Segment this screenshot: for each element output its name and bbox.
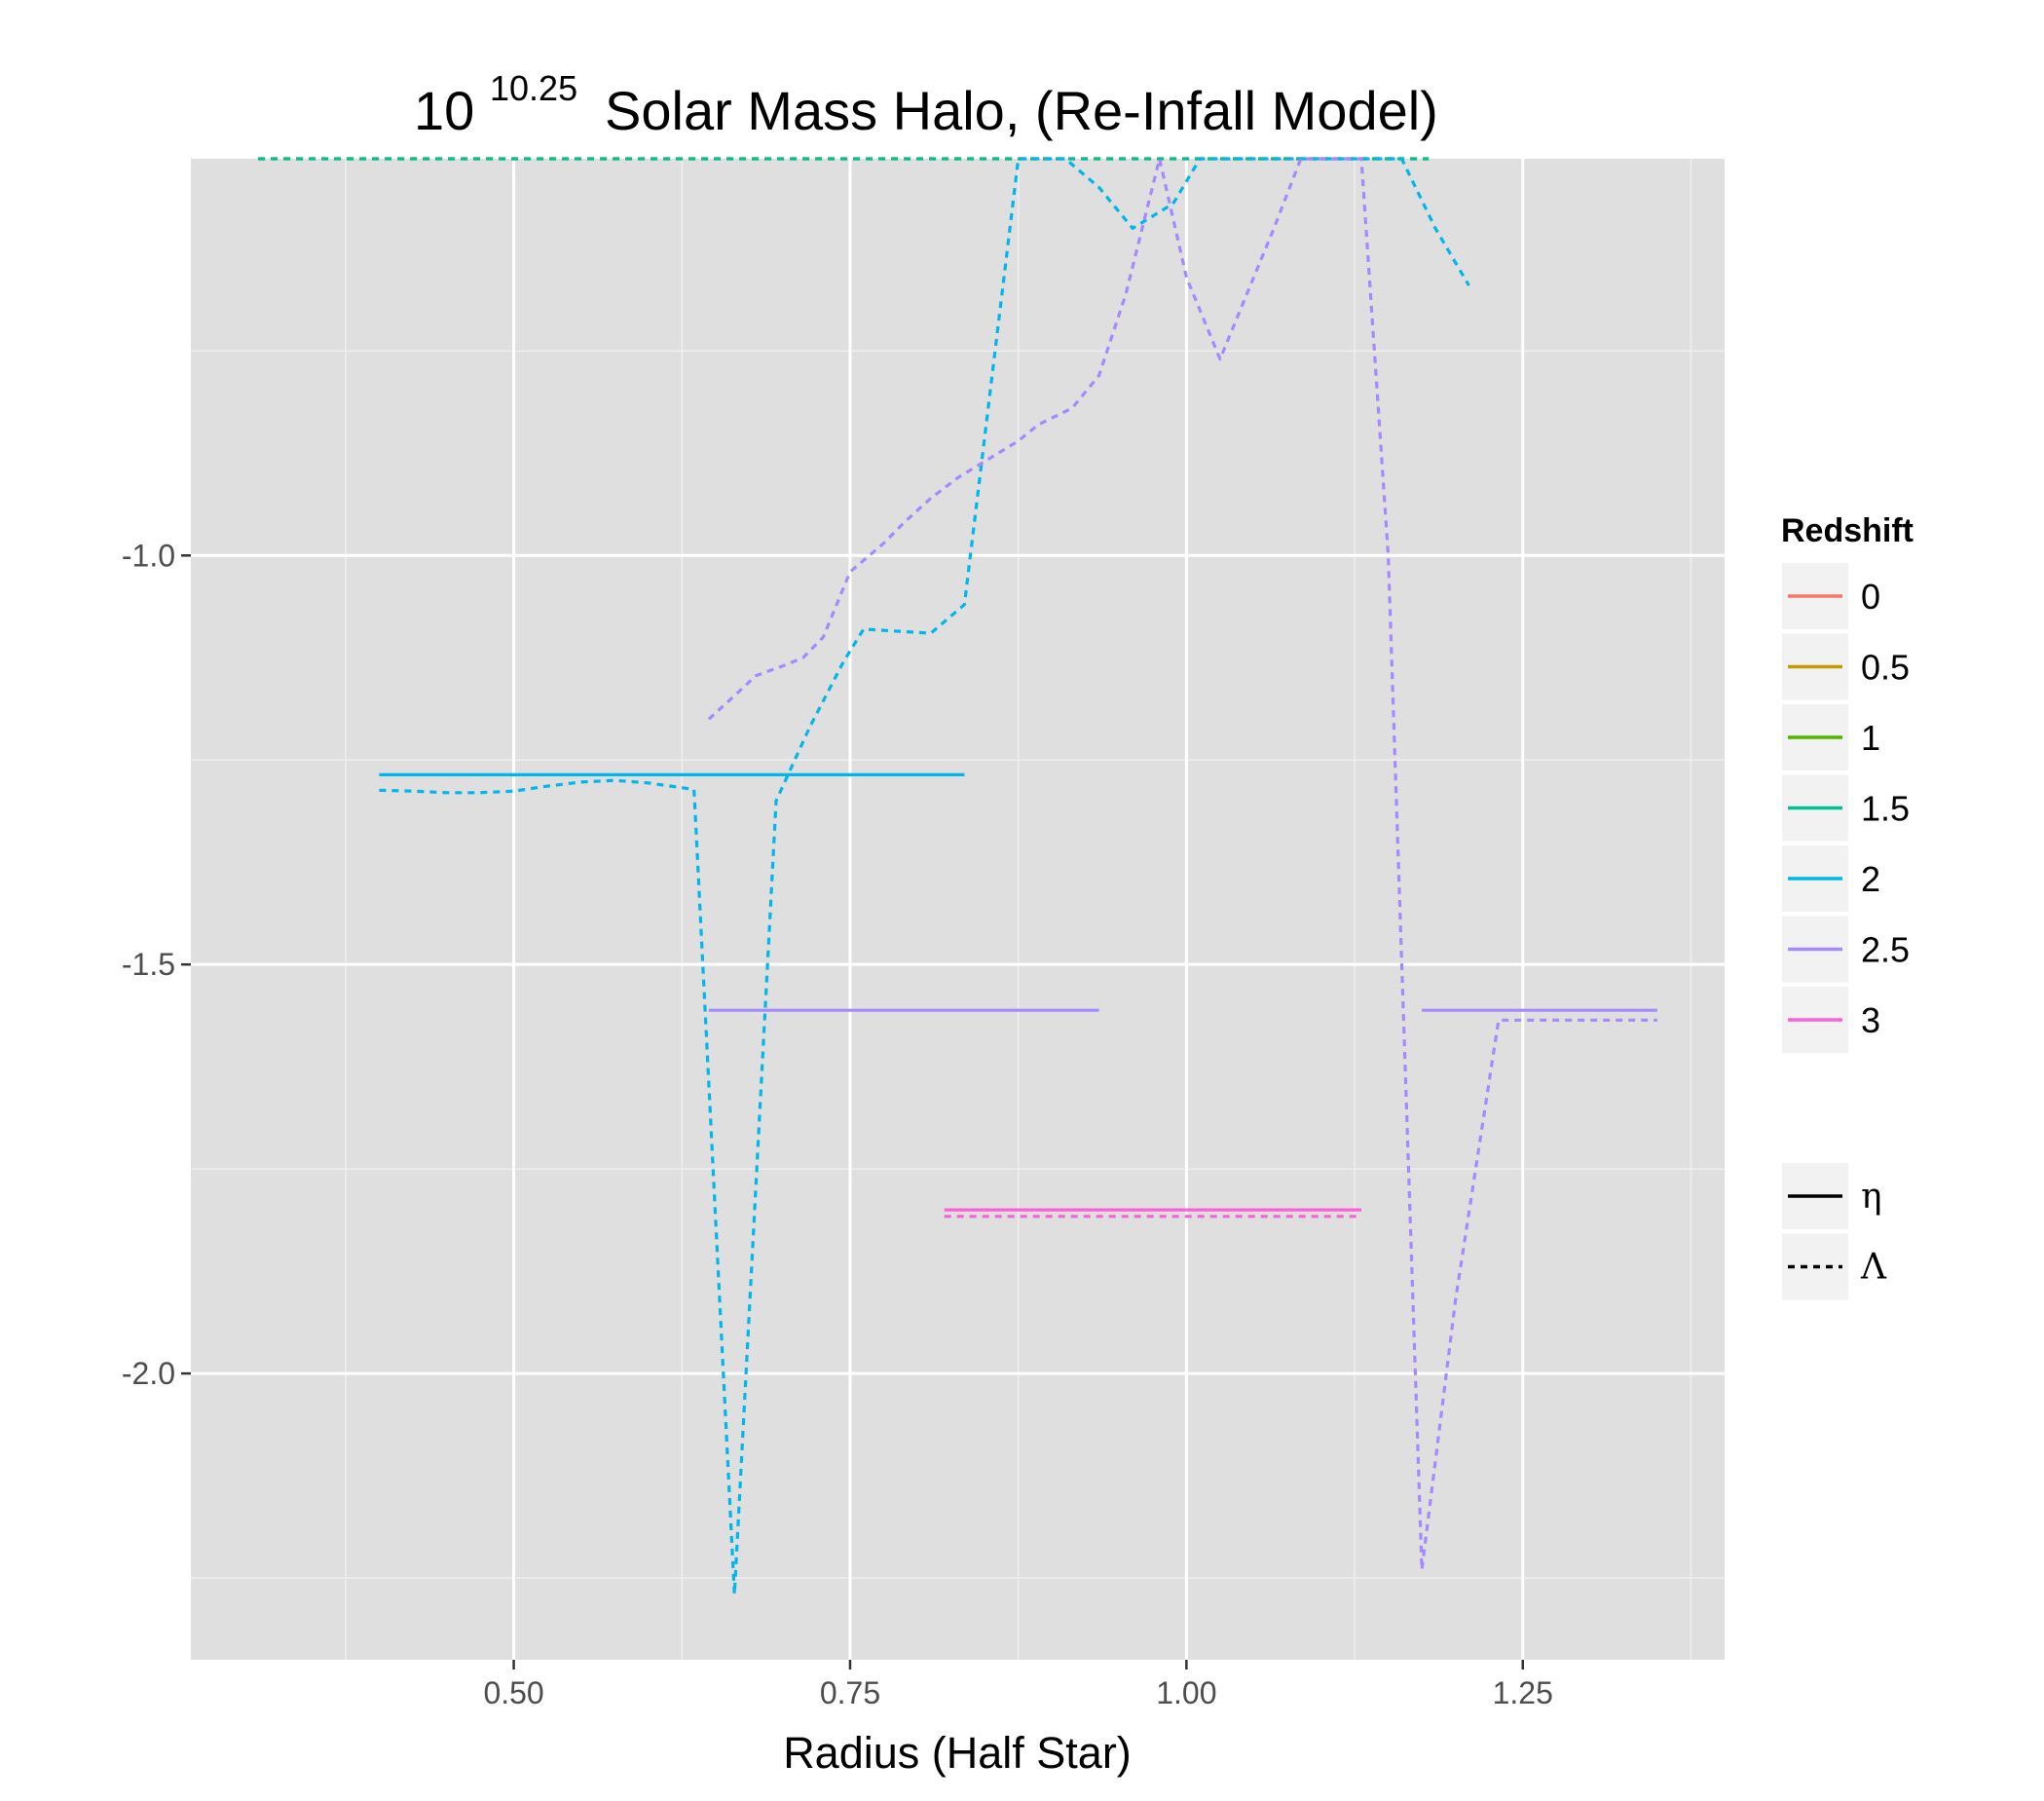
legend-label: 0.5 [1861,648,1910,688]
title-base: 10 [414,80,474,141]
chart-title: 10 10.25 Solar Mass Halo, (Re-Infall Mod… [414,68,1438,141]
legend-label: 3 [1861,1000,1880,1040]
title-exponent: 10.25 [490,68,577,108]
x-tick-label: 1.00 [1156,1675,1216,1710]
legend-linetype-label: Λ [1860,1248,1887,1288]
legend-linetype-label: η [1861,1177,1882,1217]
y-tick-label: -2.0 [122,1356,175,1391]
x-axis-title: Radius (Half Star) [783,1728,1132,1778]
x-tick-label: 0.50 [483,1675,543,1710]
legend-label: 1.5 [1861,789,1910,829]
series-layer [258,157,1657,1596]
series-line-z2-lambda [379,157,1470,1596]
x-tick-label: 0.75 [820,1675,880,1710]
y-tick-label: -1.0 [122,538,175,573]
legend-redshift: Redshift 0 0.5 1 1.5 2 2.5 3 [1780,512,1914,1055]
legend-label: 2 [1861,859,1880,899]
legend-label: 0 [1861,577,1880,617]
x-tick-label: 1.25 [1493,1675,1553,1710]
plot-panel [191,159,1725,1660]
x-axis: 0.50 0.75 1.00 1.25 [483,1660,1553,1710]
legend-label: 1 [1861,718,1880,758]
legend-linetype: ηΛ [1780,1161,1887,1302]
title-rest: Solar Mass Halo, (Re-Infall Model) [605,80,1438,141]
grid-minor [191,159,1725,1660]
y-tick-label: -1.5 [122,947,175,982]
legend-label: 2.5 [1861,930,1910,970]
legend-title: Redshift [1781,512,1914,549]
grid-major [191,159,1725,1660]
y-axis: -2.0 -1.5 -1.0 [122,538,191,1391]
